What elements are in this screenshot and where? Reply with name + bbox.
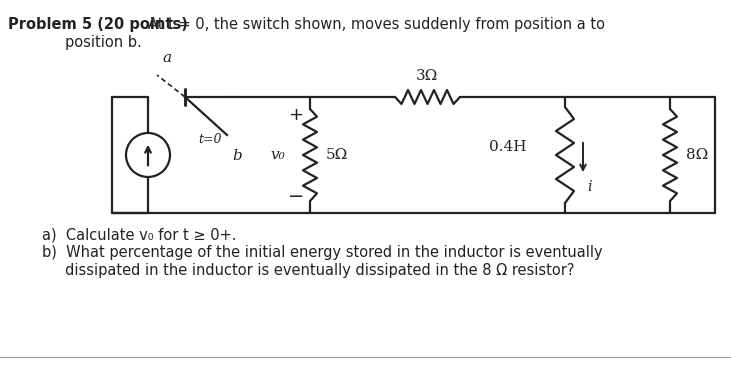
Text: i: i bbox=[587, 180, 591, 194]
Text: t=0: t=0 bbox=[199, 133, 222, 146]
Text: v₀: v₀ bbox=[270, 148, 285, 162]
Text: a: a bbox=[162, 51, 172, 65]
Text: 5Ω: 5Ω bbox=[326, 148, 348, 162]
Text: b)  What percentage of the initial energy stored in the inductor is eventually: b) What percentage of the initial energy… bbox=[42, 245, 602, 260]
Text: 3Ω: 3Ω bbox=[416, 69, 438, 83]
Text: +: + bbox=[289, 106, 303, 124]
Text: a)  Calculate v₀ for t ≥ 0+.: a) Calculate v₀ for t ≥ 0+. bbox=[42, 227, 237, 242]
Text: Problem 5 (20 points): Problem 5 (20 points) bbox=[8, 17, 188, 32]
Text: −: − bbox=[288, 187, 304, 206]
Text: 8Ω: 8Ω bbox=[686, 148, 708, 162]
Text: b: b bbox=[232, 149, 242, 163]
Text: 0.4H: 0.4H bbox=[490, 140, 527, 154]
Text: position b.: position b. bbox=[65, 35, 142, 50]
Text: dissipated in the inductor is eventually dissipated in the 8 Ω resistor?: dissipated in the inductor is eventually… bbox=[42, 263, 575, 278]
Text: At t = 0, the switch shown, moves suddenly from position a to: At t = 0, the switch shown, moves sudden… bbox=[148, 17, 605, 32]
